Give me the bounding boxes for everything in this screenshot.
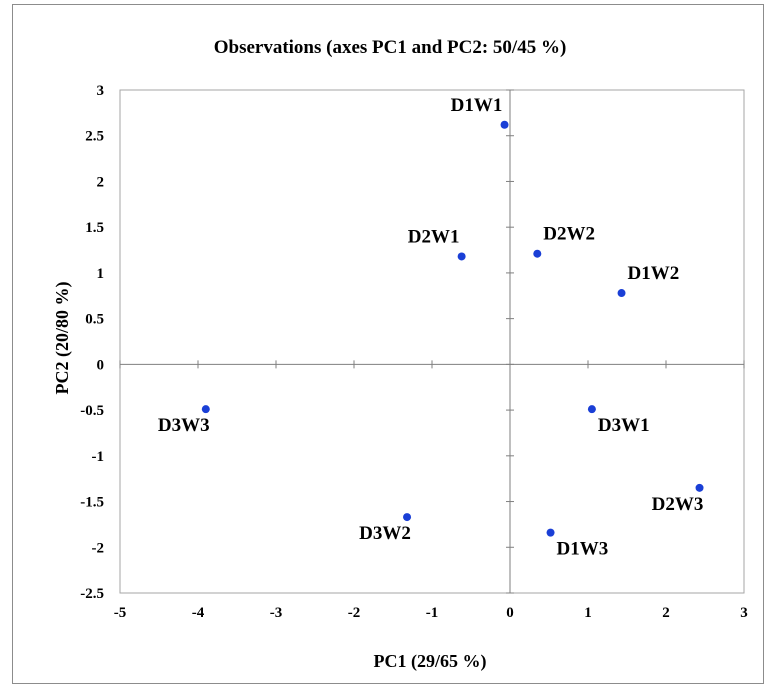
y-tick-label: 2.5 <box>85 129 104 145</box>
chart-title: Observations (axes PC1 and PC2: 50/45 %) <box>214 37 567 58</box>
data-point <box>533 249 542 258</box>
y-tick-label: 0 <box>97 357 105 373</box>
x-tick-label: 3 <box>740 605 748 621</box>
data-point <box>201 405 210 414</box>
x-axis-ticks: -5 -4 -3 -2 -1 0 1 2 3 <box>114 360 748 621</box>
point-label: D3W2 <box>359 523 411 544</box>
x-tick-label: 0 <box>506 605 514 621</box>
y-tick-label: -0.5 <box>80 403 104 419</box>
data-point <box>587 405 596 414</box>
y-tick-label: -2 <box>92 540 105 556</box>
data-point <box>457 252 466 261</box>
data-points: D1W1 D2W1 D2W2 D1W2 D3W3 D3W1 D2W3 D3W2 D1W3 <box>158 95 704 560</box>
point-label: D2W3 <box>652 494 704 515</box>
data-point <box>500 120 509 129</box>
point-label: D3W3 <box>158 415 210 436</box>
data-point <box>403 513 412 522</box>
point-label: D1W1 <box>451 95 503 116</box>
y-tick-label: 1.5 <box>85 220 104 236</box>
y-tick-label: 3 <box>97 83 105 99</box>
data-point <box>546 528 555 537</box>
y-tick-label: -2.5 <box>80 586 104 602</box>
point-label: D2W1 <box>408 226 460 247</box>
x-axis-label: PC1 (29/65 %) <box>374 651 487 672</box>
y-tick-label: -1 <box>92 449 105 465</box>
plot-area <box>119 89 745 594</box>
point-label: D3W1 <box>598 415 650 436</box>
y-axis-ticks: -2.5 -2 -1.5 -1 -0.5 0 0.5 1 1.5 2 2.5 3 <box>80 83 514 602</box>
x-tick-label: -2 <box>348 605 361 621</box>
y-tick-label: 2 <box>97 174 105 190</box>
chart-frame <box>12 4 764 684</box>
point-label: D2W2 <box>543 224 595 245</box>
x-tick-label: 2 <box>662 605 670 621</box>
x-tick-label: -4 <box>192 605 205 621</box>
data-point <box>617 289 626 298</box>
x-tick-label: -1 <box>426 605 439 621</box>
y-tick-label: 0.5 <box>85 312 104 328</box>
x-tick-label: 1 <box>584 605 592 621</box>
zero-axis-lines <box>120 90 744 593</box>
x-tick-label: -5 <box>114 605 127 621</box>
point-label: D1W2 <box>628 263 680 284</box>
point-label: D1W3 <box>557 539 609 560</box>
y-tick-label: 1 <box>97 266 105 282</box>
data-point <box>695 483 704 492</box>
y-axis-label: PC2 (20/80 %) <box>52 282 73 395</box>
y-tick-label: -1.5 <box>80 495 104 511</box>
x-tick-label: -3 <box>270 605 283 621</box>
